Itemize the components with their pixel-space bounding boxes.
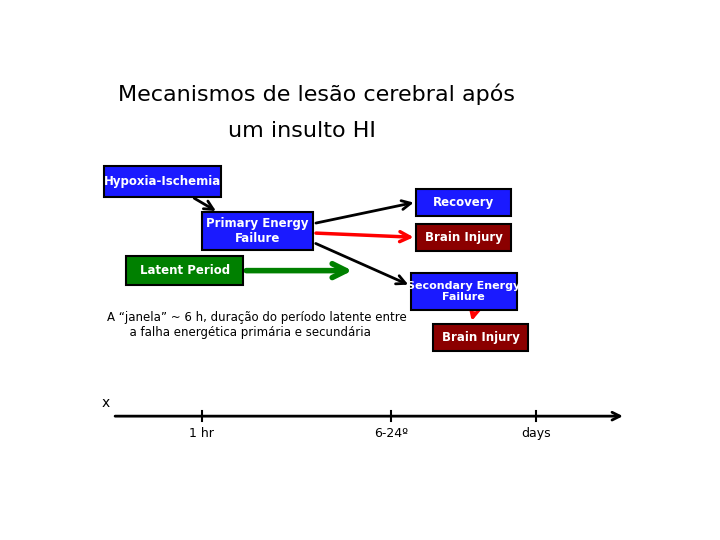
Text: Latent Period: Latent Period (140, 264, 230, 277)
Text: days: days (521, 427, 552, 440)
FancyBboxPatch shape (126, 256, 243, 285)
FancyBboxPatch shape (433, 323, 528, 350)
FancyBboxPatch shape (202, 212, 313, 250)
Text: Brain Injury: Brain Injury (425, 231, 503, 244)
Text: 1 hr: 1 hr (189, 427, 214, 440)
Text: Primary Energy
Failure: Primary Energy Failure (206, 217, 309, 245)
FancyBboxPatch shape (104, 166, 221, 197)
Text: A “janela” ~ 6 h, duração do período latente entre
      a falha energética prim: A “janela” ~ 6 h, duração do período lat… (107, 310, 407, 339)
FancyBboxPatch shape (416, 224, 511, 251)
Text: 6-24º: 6-24º (374, 427, 408, 440)
Text: x: x (102, 396, 109, 410)
Text: Recovery: Recovery (433, 195, 495, 208)
FancyBboxPatch shape (416, 188, 511, 215)
Text: um insulto HI: um insulto HI (228, 122, 376, 141)
Text: Mecanismos de lesão cerebral após: Mecanismos de lesão cerebral após (118, 83, 515, 105)
Text: Brain Injury: Brain Injury (441, 330, 520, 343)
Text: Hypoxia-Ischemia: Hypoxia-Ischemia (104, 175, 221, 188)
FancyBboxPatch shape (411, 273, 517, 310)
Text: Secondary Energy
Failure: Secondary Energy Failure (408, 281, 521, 302)
